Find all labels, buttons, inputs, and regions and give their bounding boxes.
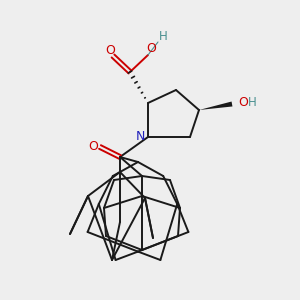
Text: N: N — [135, 130, 145, 143]
Text: H: H — [159, 31, 167, 44]
Text: O: O — [88, 140, 98, 152]
Text: H: H — [248, 95, 257, 109]
Text: O: O — [238, 95, 248, 109]
Polygon shape — [199, 101, 232, 110]
Text: O: O — [105, 44, 115, 56]
Text: O: O — [146, 43, 156, 56]
